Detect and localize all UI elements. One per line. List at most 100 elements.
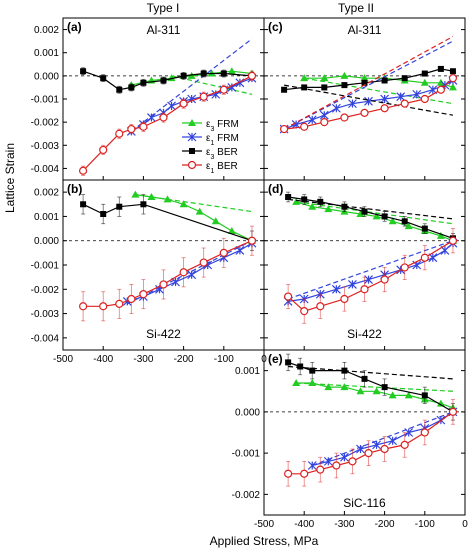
data-point bbox=[324, 205, 333, 213]
data-point bbox=[160, 77, 167, 84]
data-point bbox=[227, 67, 236, 75]
panel-letter: (a) bbox=[67, 20, 82, 34]
data-point bbox=[131, 190, 140, 198]
data-point bbox=[159, 113, 168, 122]
series-line bbox=[287, 240, 454, 312]
x-tick-label: -300 bbox=[334, 519, 354, 530]
data-point bbox=[128, 84, 135, 91]
data-point bbox=[356, 444, 365, 454]
series-e1FRM bbox=[307, 407, 458, 470]
series-line bbox=[284, 77, 454, 130]
data-point bbox=[448, 407, 458, 416]
data-point bbox=[381, 77, 388, 84]
series-line bbox=[83, 240, 253, 307]
y-tick-label: -0.002 bbox=[232, 490, 261, 501]
legend-name: FRM bbox=[214, 133, 238, 144]
series-e1BER bbox=[78, 225, 257, 322]
data-point bbox=[78, 302, 88, 311]
data-point bbox=[200, 70, 207, 77]
panel-label: SiC-116 bbox=[343, 496, 386, 510]
panel-letter: (e) bbox=[268, 352, 283, 366]
legend-marker bbox=[187, 132, 197, 142]
data-point bbox=[380, 94, 390, 104]
data-point bbox=[448, 236, 458, 245]
x-axis-label: Applied Stress, MPa bbox=[210, 534, 319, 548]
data-point bbox=[381, 384, 388, 391]
data-point bbox=[449, 68, 456, 75]
legend-name: BER bbox=[214, 161, 237, 172]
legend-name: BER bbox=[214, 147, 237, 158]
data-point bbox=[292, 197, 301, 205]
legend-label: ε1 BER bbox=[206, 161, 238, 175]
data-point bbox=[436, 85, 445, 94]
data-point bbox=[341, 82, 348, 89]
data-point bbox=[179, 200, 188, 208]
data-point bbox=[348, 280, 357, 289]
data-point bbox=[420, 94, 429, 104]
legend-symbol: ε bbox=[206, 161, 211, 172]
data-point bbox=[199, 258, 208, 267]
x-tick-label: -400 bbox=[294, 519, 314, 530]
data-point bbox=[80, 201, 87, 208]
data-point bbox=[401, 218, 408, 225]
series-line bbox=[284, 68, 454, 91]
data-point bbox=[308, 202, 317, 210]
data-point bbox=[300, 122, 309, 131]
fit-line bbox=[288, 365, 453, 380]
legend-item-e1FRM: ε1 FRM bbox=[182, 132, 239, 147]
data-point bbox=[340, 383, 349, 391]
y-tick-label: 0.000 bbox=[34, 71, 59, 82]
series-line bbox=[82, 75, 253, 172]
data-point bbox=[361, 208, 368, 215]
data-point bbox=[380, 104, 389, 113]
y-tick-label: -0.001 bbox=[31, 261, 60, 272]
data-point bbox=[331, 103, 341, 113]
data-point bbox=[404, 428, 414, 437]
data-point bbox=[360, 74, 369, 82]
data-point bbox=[220, 70, 227, 77]
data-point bbox=[116, 203, 123, 210]
data-point bbox=[364, 449, 373, 458]
data-point bbox=[372, 387, 381, 395]
data-point bbox=[340, 71, 349, 79]
data-point bbox=[116, 86, 123, 93]
series-e3FRM bbox=[292, 197, 457, 244]
x-tick-label: -200 bbox=[174, 354, 194, 365]
series-e1BER bbox=[284, 399, 458, 487]
data-point bbox=[139, 290, 148, 299]
data-point bbox=[436, 78, 445, 86]
data-point bbox=[356, 387, 365, 395]
data-point bbox=[421, 392, 428, 399]
fit-line bbox=[283, 84, 454, 116]
data-point bbox=[99, 302, 108, 311]
data-point bbox=[348, 99, 357, 109]
data-point bbox=[139, 122, 148, 131]
data-point bbox=[420, 253, 429, 262]
legend-item-e3FRM: ε3 FRM bbox=[182, 119, 239, 133]
data-point bbox=[285, 194, 292, 200]
legend-marker bbox=[188, 119, 196, 126]
data-point bbox=[412, 89, 422, 99]
x-tick-label: -100 bbox=[214, 354, 234, 365]
data-point bbox=[401, 75, 408, 82]
data-point bbox=[300, 307, 309, 316]
data-point bbox=[159, 280, 168, 289]
data-point bbox=[301, 84, 308, 91]
data-point bbox=[436, 231, 445, 239]
y-tick-label: -0.001 bbox=[232, 449, 261, 460]
data-point bbox=[308, 379, 317, 386]
panels: 0.002 0.001 0.000 -0.001 -0.002 -0.003 -0.004 (… bbox=[31, 17, 468, 530]
data-point bbox=[127, 294, 136, 304]
legend-item-e3BER: ε3 BER bbox=[182, 147, 238, 161]
series-e3FRM bbox=[131, 190, 256, 244]
x-tick-label: 0 bbox=[462, 519, 468, 530]
data-point bbox=[420, 78, 429, 86]
data-point bbox=[235, 246, 245, 255]
legend-subscript: 1 bbox=[210, 140, 214, 147]
data-point bbox=[99, 145, 108, 155]
series-e1FRM bbox=[283, 238, 458, 306]
y-tick-label: -0.002 bbox=[31, 285, 60, 296]
legend-label: ε1 FRM bbox=[206, 133, 239, 147]
panel-label: Si-422 bbox=[146, 327, 181, 341]
